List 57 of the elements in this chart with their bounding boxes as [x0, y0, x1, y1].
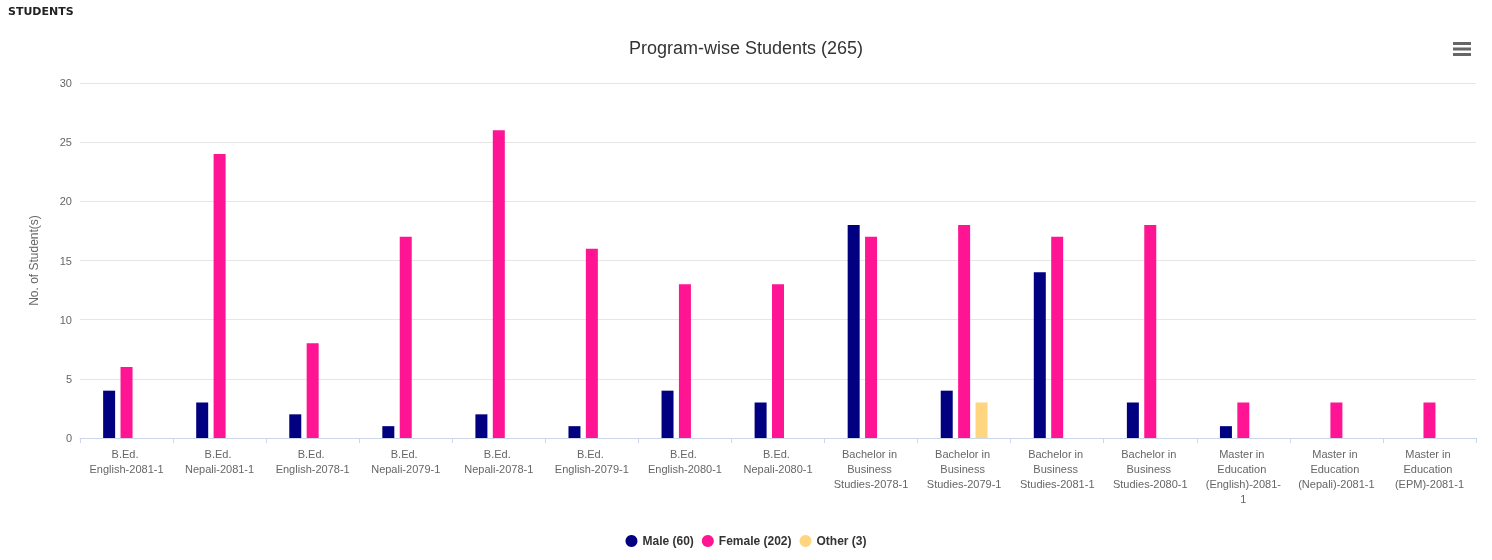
bar [585, 248, 598, 438]
bar [120, 367, 133, 438]
bar [754, 402, 767, 438]
x-tick-label: B.Ed. English-2078-1 [275, 447, 350, 475]
bar [196, 402, 209, 438]
bar [213, 154, 226, 438]
x-tick-label: B.Ed. Nepali-2078-1 [464, 447, 534, 475]
bar [1330, 402, 1343, 438]
x-tick-label: Master in Education (Nepali)-2081-1 [1298, 447, 1375, 490]
bar [1126, 402, 1139, 438]
y-tick-label: 5 [65, 372, 72, 385]
bar [568, 426, 581, 438]
bar [865, 236, 878, 438]
y-tick-label: 30 [59, 77, 72, 89]
bar [661, 390, 674, 438]
x-tick-label: B.Ed. Nepali-2080-1 [743, 447, 813, 475]
bar [1237, 402, 1250, 438]
x-tick-label: B.Ed. Nepali-2079-1 [371, 447, 441, 475]
bar [399, 236, 412, 438]
bar [1144, 225, 1157, 438]
x-tick-label: B.Ed. Nepali-2081-1 [185, 447, 255, 475]
x-tick-label: B.Ed. English-2080-1 [647, 447, 722, 475]
bar [289, 414, 302, 438]
bar [1033, 272, 1046, 438]
x-tick-label: Bachelor in Business Studies-2081-1 [1019, 447, 1095, 490]
x-tick-label: Master in Education (English)-2081-1 [1205, 447, 1282, 505]
bar [382, 426, 395, 438]
bar [975, 402, 988, 438]
y-tick-label: 10 [59, 313, 72, 326]
bar [492, 130, 505, 438]
y-tick-label: 25 [59, 136, 72, 149]
legend-label: Male (60) [642, 534, 694, 548]
bar [1423, 402, 1436, 438]
y-tick-label: 20 [59, 195, 72, 208]
bar [958, 225, 971, 438]
bar [1219, 426, 1232, 438]
text: STUDENTS [8, 5, 74, 18]
chart-title: Program-wise Students (265) [628, 38, 864, 58]
y-tick-label: 0 [65, 432, 72, 444]
bar [475, 414, 488, 438]
bar [1051, 236, 1064, 438]
bar [103, 390, 116, 438]
x-tick-label: Bachelor in Business Studies-2079-1 [926, 447, 1002, 490]
bar [772, 284, 784, 438]
bar [678, 284, 691, 438]
x-tick-label: B.Ed. English-2079-1 [554, 447, 629, 475]
x-tick-label: Bachelor in Business Studies-2080-1 [1112, 447, 1188, 490]
x-tick-label: Master in Education (EPM)-2081-1 [1394, 447, 1465, 490]
legend-label: Other (3) [816, 534, 867, 548]
bar [306, 343, 319, 438]
bar [940, 390, 953, 438]
y-tick-label: 15 [59, 254, 72, 267]
bar [847, 225, 860, 438]
legend-label: Female (202) [718, 534, 792, 548]
x-tick-label: Bachelor in Business Studies-2078-1 [833, 447, 909, 490]
y-axis-title: No. of Student(s) [27, 215, 41, 306]
x-tick-label: B.Ed. English-2081-1 [89, 447, 164, 475]
